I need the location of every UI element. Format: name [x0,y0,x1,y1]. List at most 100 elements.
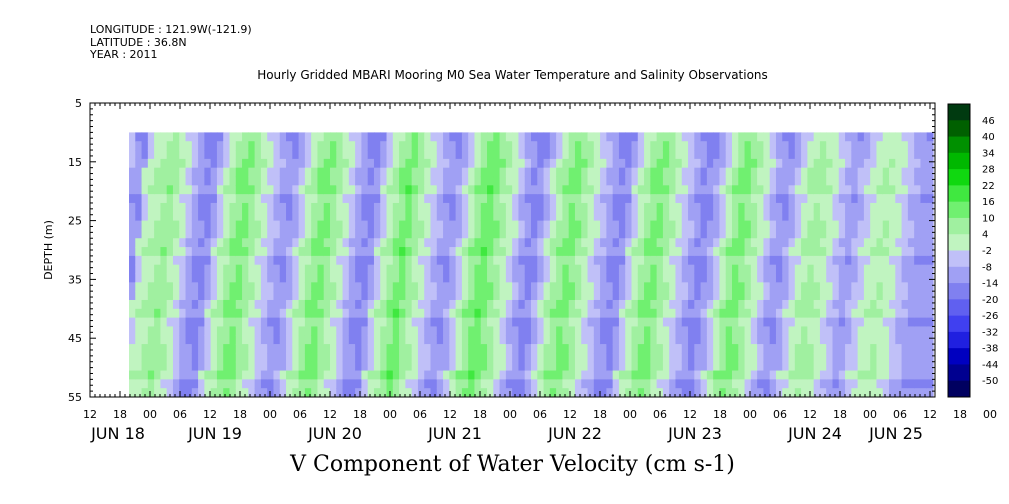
heatmap-cell [914,370,922,380]
heatmap-cell [392,299,400,310]
heatmap-cell [788,264,796,275]
heatmap-cell [298,282,306,292]
heatmap-cell [863,379,871,389]
heatmap-cell [524,141,532,151]
heatmap-cell [832,141,840,151]
heatmap-cell [889,344,896,354]
heatmap-cell [342,247,350,257]
heatmap-cell [512,264,520,275]
heatmap-cell [801,176,808,186]
heatmap-cell [769,317,777,328]
heatmap-cell [254,388,262,397]
heatmap-cell [248,141,256,151]
heatmap-cell [700,299,708,310]
heatmap-cell [348,185,356,195]
heatmap-cell [129,388,136,397]
heatmap-cell [644,150,651,160]
heatmap-cell [907,158,915,169]
heatmap-cell [480,291,488,301]
heatmap-cell [223,167,231,178]
heatmap-cell [914,264,922,275]
heatmap-cell [512,132,520,142]
heatmap-cell [336,158,344,169]
heatmap-cell [392,344,400,354]
heatmap-cell [323,282,331,292]
heatmap-cell [480,185,488,195]
heatmap-cell [863,167,871,178]
heatmap-cell [907,229,915,239]
heatmap-cell [304,132,312,142]
heatmap-cell [304,379,312,389]
heatmap-cell [612,299,620,310]
heatmap-cell [298,202,306,213]
heatmap-cell [851,379,859,389]
heatmap-cell [700,158,708,169]
heatmap-cell [669,264,677,275]
heatmap-cell [468,220,476,231]
heatmap-cell [493,255,501,266]
heatmap-cell [336,335,344,345]
heatmap-cell [675,132,683,142]
heatmap-cell [719,282,727,292]
heatmap-cell [618,132,626,142]
heatmap-cell [430,379,438,389]
heatmap-cell [505,388,513,397]
heatmap-cell [870,388,878,397]
heatmap-cell [788,158,796,169]
heatmap-cell [857,388,865,397]
heatmap-cell [562,344,570,354]
heatmap-cell [826,255,834,266]
heatmap-cell [688,211,695,222]
heatmap-cell [185,352,193,363]
heatmap-cell [851,370,859,380]
heatmap-cell [216,352,224,363]
colorbar-band [948,348,970,365]
heatmap-cell [845,299,852,310]
heatmap-cell [637,220,645,231]
heatmap-cell [732,264,739,275]
heatmap-cell [907,211,915,222]
heatmap-cell [775,361,783,372]
heatmap-cell [229,167,237,178]
heatmap-cell [775,202,783,213]
colorbar-band [948,217,970,235]
heatmap-cell [920,158,928,169]
heatmap-cell [700,229,708,239]
heatmap-cell [618,317,626,328]
x-hour-label: 06 [893,408,907,421]
heatmap-cell [531,150,538,160]
heatmap-cell [775,344,783,354]
heatmap-cell [487,176,494,186]
heatmap-cell [832,220,840,231]
heatmap-cell [185,158,193,169]
heatmap-cell [568,308,576,319]
heatmap-cell [455,264,463,275]
heatmap-cell [386,202,394,213]
heatmap-cell [468,308,476,319]
heatmap-cell [662,158,670,169]
heatmap-cell [675,220,683,231]
heatmap-cell [775,273,783,283]
heatmap-cell [348,299,356,310]
heatmap-cell [248,176,256,186]
heatmap-cell [882,326,890,336]
heatmap-cell [480,150,488,160]
heatmap-cell [323,255,331,266]
heatmap-cell [260,291,268,301]
heatmap-cell [367,220,375,231]
heatmap-cell [531,273,538,283]
heatmap-cell [411,344,419,354]
heatmap-cell [480,299,488,310]
heatmap-cell [147,379,155,389]
heatmap-cell [216,247,224,257]
heatmap-cell [914,344,922,354]
heatmap-cell [662,167,670,178]
heatmap-cell [147,352,155,363]
heatmap-cell [468,132,476,142]
heatmap-cell [367,326,375,336]
heatmap-cell [744,229,752,239]
heatmap-cell [813,317,821,328]
heatmap-cell [430,167,438,178]
heatmap-cell [618,185,626,195]
heatmap-cell [229,264,237,275]
